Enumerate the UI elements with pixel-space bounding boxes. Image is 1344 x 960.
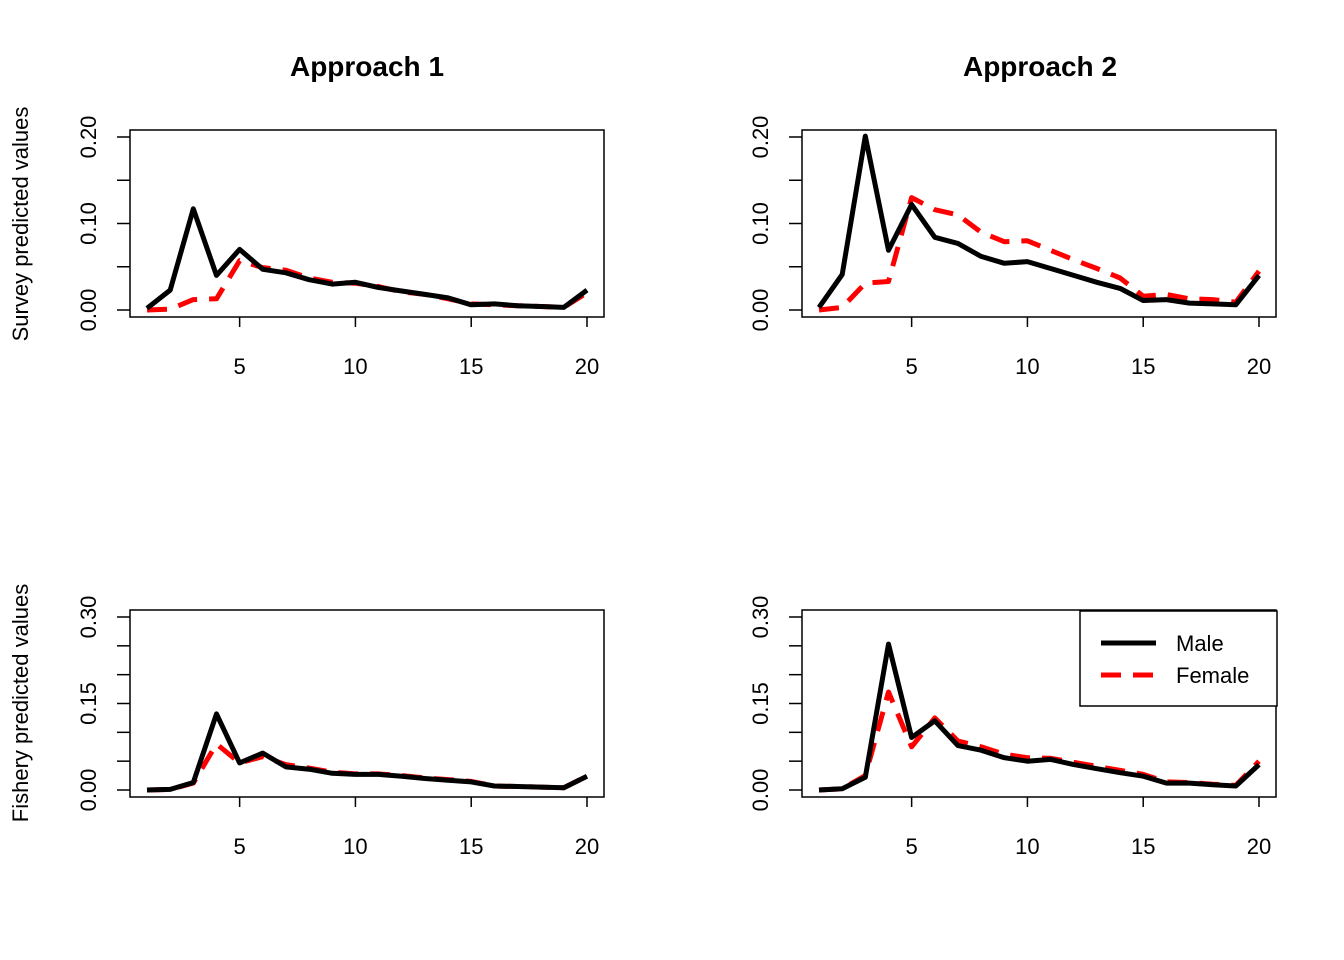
- x-tick-label: 20: [575, 834, 599, 859]
- series-line-female: [146, 741, 589, 793]
- x-tick-label: 15: [1131, 354, 1155, 379]
- legend-male-label: Male: [1176, 631, 1224, 656]
- panel-survey-approach-1: 5 10 15 20 0.00 0.10 0.20: [76, 116, 605, 379]
- x-tick-label: 10: [343, 354, 367, 379]
- x-tick-label: 10: [1015, 354, 1039, 379]
- y-tick-label: 0.20: [748, 116, 773, 159]
- series-line-female: [818, 195, 1262, 313]
- panel-fishery-approach-1: 5 10 15 20 0.00 0.15 0.30: [76, 596, 605, 859]
- x-tick-label: 20: [575, 354, 599, 379]
- x-tick-label: 15: [459, 834, 483, 859]
- y-tick-label: 0.00: [748, 289, 773, 332]
- panel-survey-approach-2: 5 10 15 20 0.00 0.10 0.20: [748, 116, 1277, 379]
- legend-box: [1079, 610, 1278, 707]
- y-tick-label: 0.10: [748, 202, 773, 245]
- x-tick-label: 5: [906, 834, 918, 859]
- y-tick-label: 0.30: [76, 596, 101, 639]
- y-tick-label: 0.30: [748, 596, 773, 639]
- panel-fishery-approach-2: 5 10 15 20 0.00 0.15 0.30: [748, 596, 1277, 859]
- x-tick-label: 15: [1131, 834, 1155, 859]
- y-tick-label: 0.00: [748, 769, 773, 812]
- y-tick-label: 0.15: [76, 682, 101, 725]
- x-tick-label: 15: [459, 354, 483, 379]
- x-tick-label: 10: [343, 834, 367, 859]
- x-tick-label: 5: [234, 834, 246, 859]
- x-tick-label: 10: [1015, 834, 1039, 859]
- y-tick-label: 0.00: [76, 769, 101, 812]
- plot-frame: [129, 129, 605, 318]
- x-tick-label: 20: [1247, 834, 1271, 859]
- legend: Male Female: [1079, 610, 1278, 707]
- y-tick-label: 0.10: [76, 202, 101, 245]
- row-label-survey: Survey predicted values: [8, 107, 33, 342]
- series-line-male: [818, 641, 1261, 793]
- row-label-fishery: Fishery predicted values: [8, 584, 33, 822]
- column-title-approach-1: Approach 1: [290, 51, 444, 82]
- series-line-male: [816, 133, 1261, 309]
- column-title-approach-2: Approach 2: [963, 51, 1117, 82]
- x-tick-label: 5: [906, 354, 918, 379]
- y-tick-label: 0.00: [76, 289, 101, 332]
- y-tick-label: 0.20: [76, 116, 101, 159]
- plot-frame: [129, 609, 605, 798]
- series-line-male: [146, 711, 589, 793]
- x-tick-label: 20: [1247, 354, 1271, 379]
- legend-female-label: Female: [1176, 663, 1249, 688]
- x-tick-label: 5: [234, 354, 246, 379]
- y-tick-label: 0.15: [748, 682, 773, 725]
- series-line-male: [145, 206, 589, 311]
- plot-frame: [801, 129, 1277, 318]
